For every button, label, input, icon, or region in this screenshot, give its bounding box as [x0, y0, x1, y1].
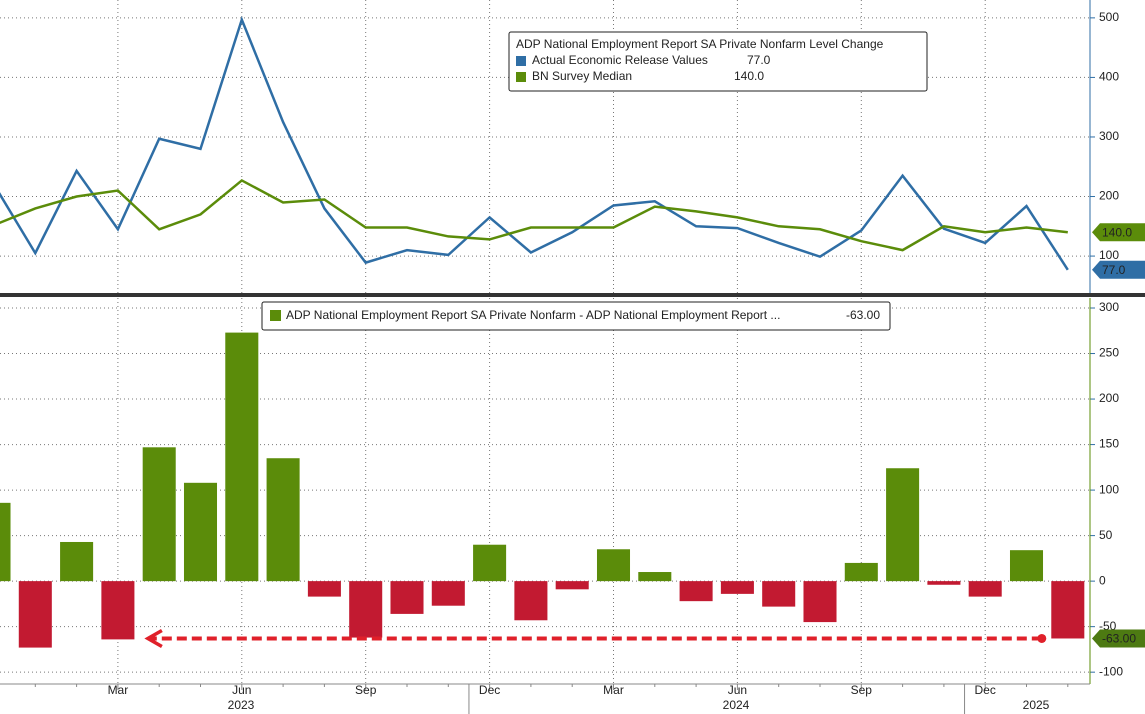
y-tick-label: 50 — [1099, 528, 1113, 542]
legend-label: ADP National Employment Report SA Privat… — [286, 308, 780, 322]
value-badge-label: 77.0 — [1102, 263, 1126, 277]
y-tick-label: -100 — [1099, 664, 1123, 678]
x-tick-label: Sep — [355, 683, 377, 697]
bar — [555, 581, 589, 590]
legend-value: 77.0 — [747, 53, 771, 67]
legend: ADP National Employment Report SA Privat… — [508, 31, 928, 92]
bar — [844, 562, 878, 582]
bar — [927, 581, 961, 585]
legend-box — [261, 301, 891, 331]
value-badge-label: -63.00 — [1102, 632, 1136, 646]
y-tick-label: 100 — [1099, 482, 1119, 496]
legend-box — [508, 31, 928, 92]
x-tick-label: Dec — [975, 683, 996, 697]
x-tick-label: Jun — [728, 683, 747, 697]
bar — [101, 581, 135, 640]
bar — [886, 468, 920, 582]
value-badge — [1092, 629, 1145, 648]
bar — [596, 549, 631, 582]
y-tick-label: 0 — [1099, 573, 1106, 587]
bar — [266, 458, 300, 582]
legend-swatch — [270, 310, 281, 321]
y-tick-label: 200 — [1099, 189, 1119, 203]
value-badge — [1092, 260, 1145, 279]
bar — [1051, 581, 1085, 639]
bar — [225, 332, 259, 582]
line-series — [0, 15, 1069, 271]
bar — [638, 572, 672, 582]
y-tick-label: 400 — [1099, 70, 1119, 84]
bar — [762, 581, 796, 607]
y-tick-label: 200 — [1099, 391, 1119, 405]
value-badge — [1092, 223, 1145, 242]
bar — [679, 581, 713, 602]
bar — [803, 581, 837, 623]
panel-divider — [0, 293, 1145, 297]
bar — [473, 544, 507, 582]
x-tick-label: Sep — [851, 683, 873, 697]
y-tick-label: 250 — [1099, 346, 1119, 360]
x-tick-label: Mar — [108, 683, 129, 697]
y-tick-label: 300 — [1099, 300, 1119, 314]
year-label: 2025 — [1023, 698, 1050, 712]
annotation-dot — [1037, 633, 1047, 643]
legend-value: 140.0 — [734, 69, 764, 83]
bar — [60, 541, 94, 582]
legend-label: Actual Economic Release Values — [532, 53, 708, 67]
y-tick-label: -50 — [1099, 619, 1117, 633]
legend-swatch — [516, 72, 526, 82]
bar — [968, 581, 1002, 597]
bar — [514, 581, 548, 621]
bar — [431, 581, 465, 606]
legend-title: ADP National Employment Report SA Privat… — [516, 37, 884, 51]
annotation-arrowhead — [144, 628, 163, 649]
bar — [142, 447, 176, 582]
bar — [349, 581, 383, 638]
bar — [307, 581, 341, 597]
x-tick-label: Jun — [232, 683, 251, 697]
bar — [183, 482, 218, 582]
legend-label: BN Survey Median — [532, 69, 632, 83]
bar — [0, 502, 11, 582]
x-tick-label: Mar — [603, 683, 624, 697]
year-label: 2023 — [228, 698, 255, 712]
y-tick-label: 100 — [1099, 248, 1119, 262]
bar — [18, 581, 52, 648]
legend-value: -63.00 — [846, 308, 880, 322]
legend-swatch — [516, 56, 526, 66]
y-tick-label: 300 — [1099, 129, 1119, 143]
bar — [1009, 550, 1044, 582]
value-badge-label: 140.0 — [1102, 225, 1132, 239]
bar — [390, 581, 424, 614]
y-tick-label: 150 — [1099, 437, 1119, 451]
year-label: 2024 — [723, 698, 750, 712]
line-series — [0, 178, 1068, 252]
x-tick-label: Dec — [479, 683, 500, 697]
bar — [720, 581, 754, 594]
y-tick-label: 500 — [1099, 10, 1119, 24]
